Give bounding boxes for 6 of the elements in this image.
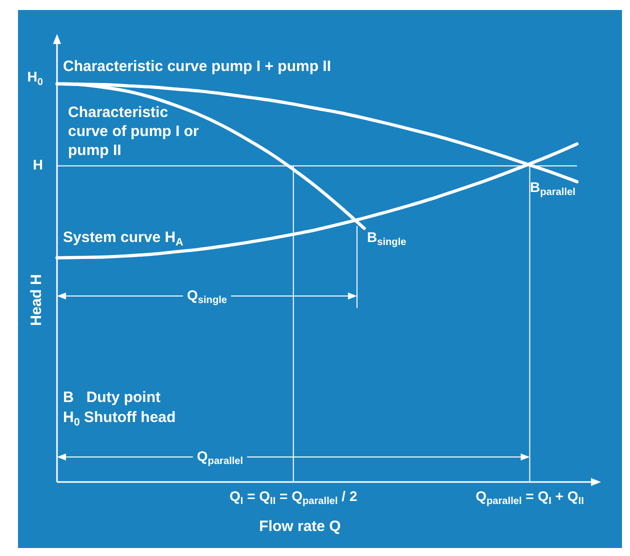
- y-axis-title: Head H: [28, 274, 46, 326]
- annotation: B Duty point: [63, 389, 160, 406]
- legend-label: Characteristic curve pump I + pump II: [63, 58, 331, 76]
- series-label: Characteristic curve of pump I or pump II: [68, 104, 200, 160]
- ref-line-label: H: [32, 156, 44, 173]
- x-axis-title: Flow rate Q: [259, 518, 342, 536]
